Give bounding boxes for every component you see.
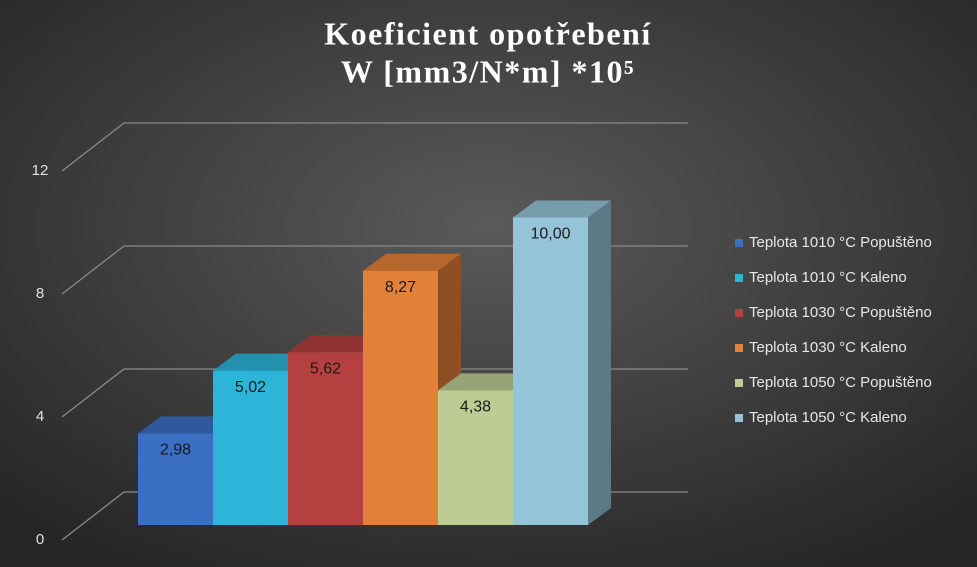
y-tick-label: 12 xyxy=(32,162,49,179)
legend-label: Teplota 1010 °C Popuštěno xyxy=(749,234,932,251)
legend-marker xyxy=(735,309,743,317)
chart-title: Koeficient opotřebení xyxy=(324,15,651,51)
data-label: 4,38 xyxy=(460,399,491,416)
legend-label: Teplota 1050 °C Kaleno xyxy=(749,409,907,426)
legend-marker xyxy=(735,379,743,387)
data-label: 8,27 xyxy=(385,279,416,296)
bar-side xyxy=(588,200,611,525)
legend-label: Teplota 1010 °C Kaleno xyxy=(749,269,907,286)
grid-line xyxy=(61,122,688,172)
bar-top xyxy=(513,200,611,218)
grid-line xyxy=(61,368,688,418)
legend-label: Teplota 1050 °C Popuštěno xyxy=(749,374,932,391)
bar xyxy=(213,370,288,525)
chart-title: W [mm3/N*m] *10⁵ xyxy=(341,53,635,89)
data-label: 5,62 xyxy=(310,360,341,377)
legend-marker xyxy=(735,274,743,282)
bar-top xyxy=(213,353,311,371)
data-label: 10,00 xyxy=(530,226,570,243)
legend-marker xyxy=(735,344,743,352)
y-tick-label: 8 xyxy=(36,285,44,302)
legend-label: Teplota 1030 °C Popuštěno xyxy=(749,304,932,321)
y-tick-label: 4 xyxy=(36,408,44,425)
bar-top xyxy=(138,416,236,434)
bar xyxy=(438,390,513,525)
bar xyxy=(288,352,363,525)
legend-label: Teplota 1030 °C Kaleno xyxy=(749,339,907,356)
bar-top xyxy=(438,373,536,391)
y-tick-label: 0 xyxy=(36,531,44,548)
data-label: 5,02 xyxy=(235,379,266,396)
grid-line xyxy=(61,245,688,295)
data-label: 2,98 xyxy=(160,442,191,459)
bar xyxy=(363,270,438,525)
legend-marker xyxy=(735,239,743,247)
bar-top xyxy=(363,253,461,271)
legend-marker xyxy=(735,414,743,422)
bar xyxy=(138,433,213,525)
bar xyxy=(513,217,588,525)
bar-top xyxy=(288,335,386,353)
